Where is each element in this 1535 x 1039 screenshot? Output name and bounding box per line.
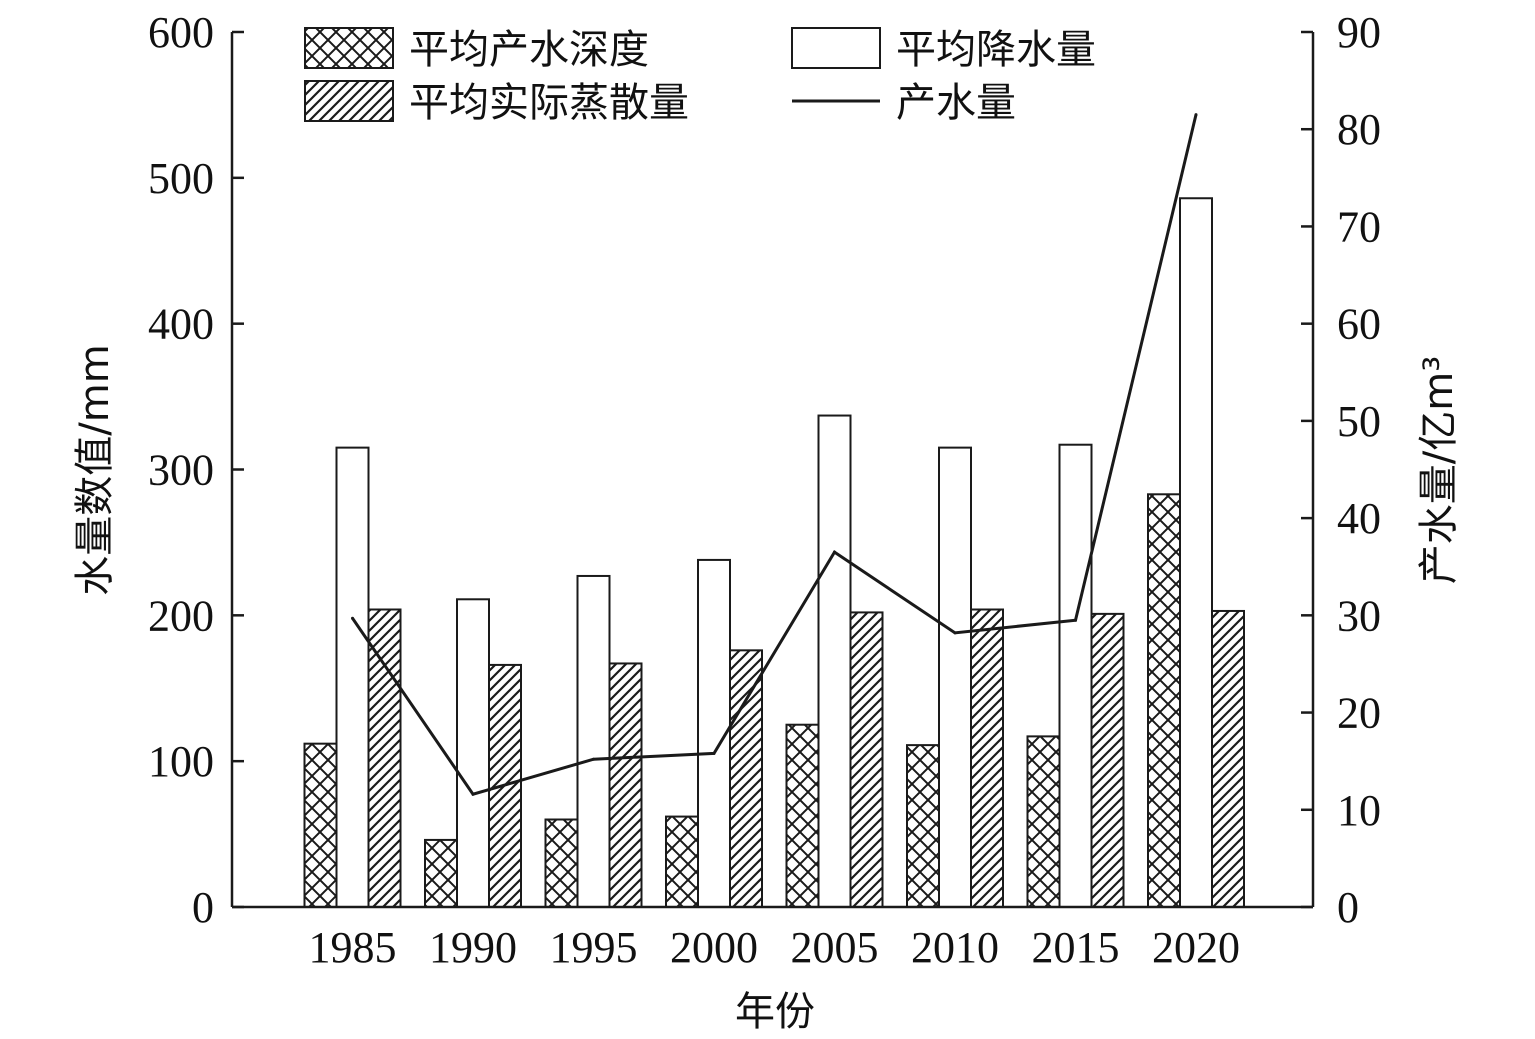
y-tick-label-300: 300 [148,446,214,495]
x-tick-label-2015: 2015 [1032,923,1120,972]
y2-tick-label-90: 90 [1337,8,1381,57]
y-tick-label-400: 400 [148,300,214,349]
line-point-2000 [712,751,716,755]
y-axis-title: 水量数值/mm [72,344,118,595]
y2-tick-label-60: 60 [1337,300,1381,349]
line-point-1985 [351,616,354,620]
legend-swatch-平均实际蒸散量 [304,80,394,122]
y2-tick-label-40: 40 [1337,494,1381,543]
bar-平均产水深度-2020 [1147,493,1181,908]
bar-平均实际蒸散量-2000 [729,649,763,908]
bar-平均产水深度-1985 [303,742,338,909]
bars-group [303,197,1245,909]
x-tick-label-1985: 1985 [309,923,397,972]
bar-平均实际蒸散量-2005 [849,611,884,909]
y-tick-label-100: 100 [148,737,214,786]
bar-平均实际蒸散量-2010 [970,608,1004,908]
bar-平均降水量-2005 [817,414,852,908]
x-axis-title: 年份 [735,989,815,1035]
bar-平均实际蒸散量-2015 [1090,612,1125,908]
legend-label-产水量: 产水量 [896,80,1016,126]
y2-tick-label-0: 0 [1337,883,1359,932]
bar-平均实际蒸散量-1985 [367,608,402,908]
line-point-2015 [1074,618,1077,622]
y2-tick-label-70: 70 [1337,202,1381,251]
x-tick-label-1995: 1995 [550,923,638,972]
bar-平均降水量-1985 [335,446,370,908]
line-point-2020 [1194,113,1198,117]
legend-label-平均产水深度: 平均产水深度 [409,27,649,73]
y2-tick-label-80: 80 [1337,105,1381,154]
bar-平均产水深度-2000 [665,815,699,908]
bar-平均实际蒸散量-2020 [1211,609,1245,908]
line-产水量 [351,114,1198,796]
bar-平均降水量-2020 [1179,197,1213,908]
x-tick-label-1990: 1990 [429,923,517,972]
y-tick-label-600: 600 [148,8,214,57]
y2-tick-label-10: 10 [1337,786,1381,835]
legend-swatch-平均降水量 [791,27,881,69]
bar-平均产水深度-2015 [1026,735,1061,908]
line-point-2005 [833,550,836,554]
x-tick-label-2000: 2000 [670,923,758,972]
bar-平均产水深度-1995 [544,818,579,908]
y2-tick-label-20: 20 [1337,689,1381,738]
x-tick-label-2010: 2010 [911,923,999,972]
line-group [351,113,1198,796]
line-point-1990 [471,792,475,796]
bar-平均实际蒸散量-1995 [608,662,643,908]
y2-tick-label-30: 30 [1337,591,1381,640]
line-point-2010 [953,631,957,635]
bar-平均产水深度-2010 [906,744,940,908]
bar-平均降水量-2015 [1058,443,1093,908]
bar-平均产水深度-2005 [785,723,820,908]
bar-平均降水量-1990 [456,598,490,909]
bar-平均降水量-1995 [576,574,611,908]
y2-tick-label-50: 50 [1337,397,1381,446]
y-tick-label-200: 200 [148,591,214,640]
y-tick-label-500: 500 [148,154,214,203]
x-tick-label-2020: 2020 [1152,923,1240,972]
axes-group: 1985 1990 1995 2000 2005 2010 2015 202001002003… [148,8,1381,972]
y2-axis-title: 产水量/亿m³ [1416,356,1462,584]
x-tick-label-2005: 2005 [791,923,879,972]
y-tick-label-0: 0 [192,883,214,932]
legend-swatch-平均产水深度 [304,27,394,69]
legend-label-平均降水量: 平均降水量 [896,27,1096,73]
line-point-1995 [592,757,595,761]
bar-平均产水深度-1990 [424,838,458,909]
bar-平均降水量-2010 [938,446,972,908]
legend-label-平均实际蒸散量: 平均实际蒸散量 [409,80,689,126]
